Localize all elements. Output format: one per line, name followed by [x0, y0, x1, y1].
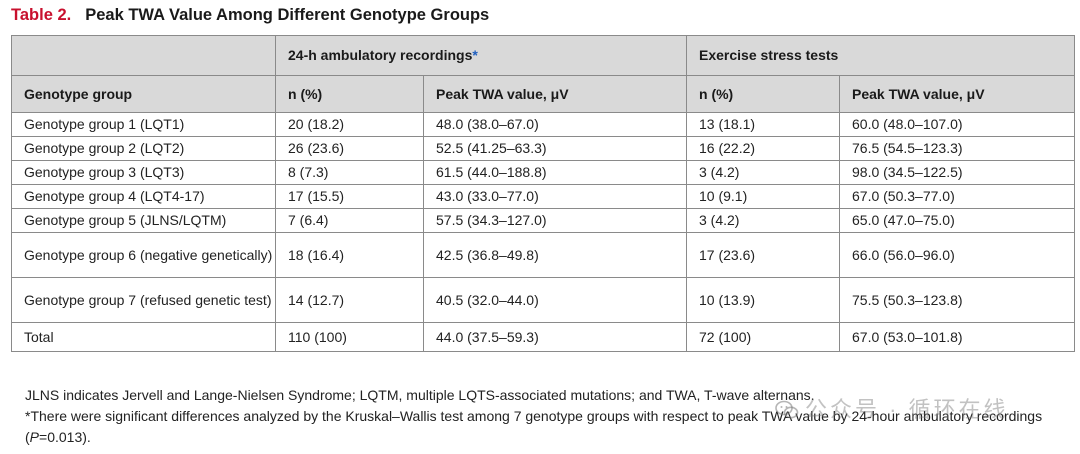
- cell-amb-peak: 42.5 (36.8–49.8): [423, 232, 687, 278]
- table-row: Genotype group 6 (negative genetically) …: [11, 232, 1076, 278]
- table-row: Genotype group 7 (refused genetic test) …: [11, 277, 1076, 323]
- cell-group: Total: [11, 322, 276, 352]
- table-footnotes: JLNS indicates Jervell and Lange-Nielsen…: [11, 385, 1077, 448]
- header-amb-n: n (%): [275, 75, 424, 113]
- cell-ex-peak: 98.0 (34.5–122.5): [838, 160, 1076, 185]
- ambulatory-footnote-marker: *: [472, 47, 478, 63]
- cell-ex-n: 13 (18.1): [686, 112, 840, 137]
- cell-group: Genotype group 1 (LQT1): [11, 112, 276, 137]
- cell-ex-n: 3 (4.2): [686, 208, 840, 233]
- header-ex-peak: Peak TWA value, μV: [838, 75, 1076, 113]
- table-caption: Table 2. Peak TWA Value Among Different G…: [11, 6, 489, 25]
- cell-amb-peak: 43.0 (33.0–77.0): [423, 184, 687, 209]
- table-row: Genotype group 3 (LQT3) 8 (7.3) 61.5 (44…: [11, 160, 1076, 185]
- cell-amb-n: 14 (12.7): [275, 277, 424, 323]
- cell-ex-n: 17 (23.6): [686, 232, 840, 278]
- cell-group: Genotype group 3 (LQT3): [11, 160, 276, 185]
- cell-amb-n: 17 (15.5): [275, 184, 424, 209]
- cell-group: Genotype group 7 (refused genetic test): [11, 277, 276, 323]
- cell-ex-peak: 76.5 (54.5–123.3): [838, 136, 1076, 161]
- cell-group: Genotype group 4 (LQT4-17): [11, 184, 276, 209]
- cell-ex-peak: 75.5 (50.3–123.8): [838, 277, 1076, 323]
- header-ambulatory: 24-h ambulatory recordings*: [275, 35, 687, 76]
- table-row-total: Total 110 (100) 44.0 (37.5–59.3) 72 (100…: [11, 322, 1076, 352]
- cell-amb-n: 26 (23.6): [275, 136, 424, 161]
- p-value-symbol: P: [29, 429, 40, 445]
- cell-ex-n: 16 (22.2): [686, 136, 840, 161]
- header-blank-cell: [11, 35, 276, 76]
- cell-amb-n: 20 (18.2): [275, 112, 424, 137]
- header-amb-peak: Peak TWA value, μV: [423, 75, 687, 113]
- cell-ex-n: 3 (4.2): [686, 160, 840, 185]
- header-ex-n: n (%): [686, 75, 840, 113]
- column-header-row: Genotype group n (%) Peak TWA value, μV …: [11, 75, 1076, 113]
- group-header-row: 24-h ambulatory recordings* Exercise str…: [11, 35, 1076, 76]
- cell-ex-n: 10 (13.9): [686, 277, 840, 323]
- cell-group: Genotype group 6 (negative genetically): [11, 232, 276, 278]
- table-title: Peak TWA Value Among Different Genotype …: [85, 6, 490, 24]
- footnote-significance: *There were significant differences anal…: [25, 408, 1043, 445]
- table-row: Genotype group 1 (LQT1) 20 (18.2) 48.0 (…: [11, 112, 1076, 137]
- cell-amb-n: 18 (16.4): [275, 232, 424, 278]
- header-genotype-group: Genotype group: [11, 75, 276, 113]
- cell-amb-peak: 40.5 (32.0–44.0): [423, 277, 687, 323]
- footnote-abbreviations: JLNS indicates Jervell and Lange-Nielsen…: [25, 387, 815, 403]
- cell-ex-peak: 67.0 (53.0–101.8): [838, 322, 1076, 352]
- cell-amb-n: 8 (7.3): [275, 160, 424, 185]
- cell-ex-n: 72 (100): [686, 322, 840, 352]
- cell-amb-peak: 52.5 (41.25–63.3): [423, 136, 687, 161]
- cell-ex-peak: 66.0 (56.0–96.0): [838, 232, 1076, 278]
- table-row: Genotype group 2 (LQT2) 26 (23.6) 52.5 (…: [11, 136, 1076, 161]
- cell-amb-peak: 44.0 (37.5–59.3): [423, 322, 687, 352]
- cell-amb-peak: 48.0 (38.0–67.0): [423, 112, 687, 137]
- cell-amb-peak: 57.5 (34.3–127.0): [423, 208, 687, 233]
- cell-ex-n: 10 (9.1): [686, 184, 840, 209]
- cell-ex-peak: 65.0 (47.0–75.0): [838, 208, 1076, 233]
- table-row: Genotype group 4 (LQT4-17) 17 (15.5) 43.…: [11, 184, 1076, 209]
- cell-ex-peak: 67.0 (50.3–77.0): [838, 184, 1076, 209]
- cell-ex-peak: 60.0 (48.0–107.0): [838, 112, 1076, 137]
- cell-amb-n: 7 (6.4): [275, 208, 424, 233]
- cell-group: Genotype group 2 (LQT2): [11, 136, 276, 161]
- table-row: Genotype group 5 (JLNS/LQTM) 7 (6.4) 57.…: [11, 208, 1076, 233]
- header-exercise: Exercise stress tests: [685, 35, 1076, 76]
- cell-group: Genotype group 5 (JLNS/LQTM): [11, 208, 276, 233]
- table-number: Table 2.: [11, 6, 72, 24]
- cell-amb-n: 110 (100): [275, 322, 424, 352]
- cell-amb-peak: 61.5 (44.0–188.8): [423, 160, 687, 185]
- genotype-twa-table: 24-h ambulatory recordings* Exercise str…: [11, 35, 1076, 352]
